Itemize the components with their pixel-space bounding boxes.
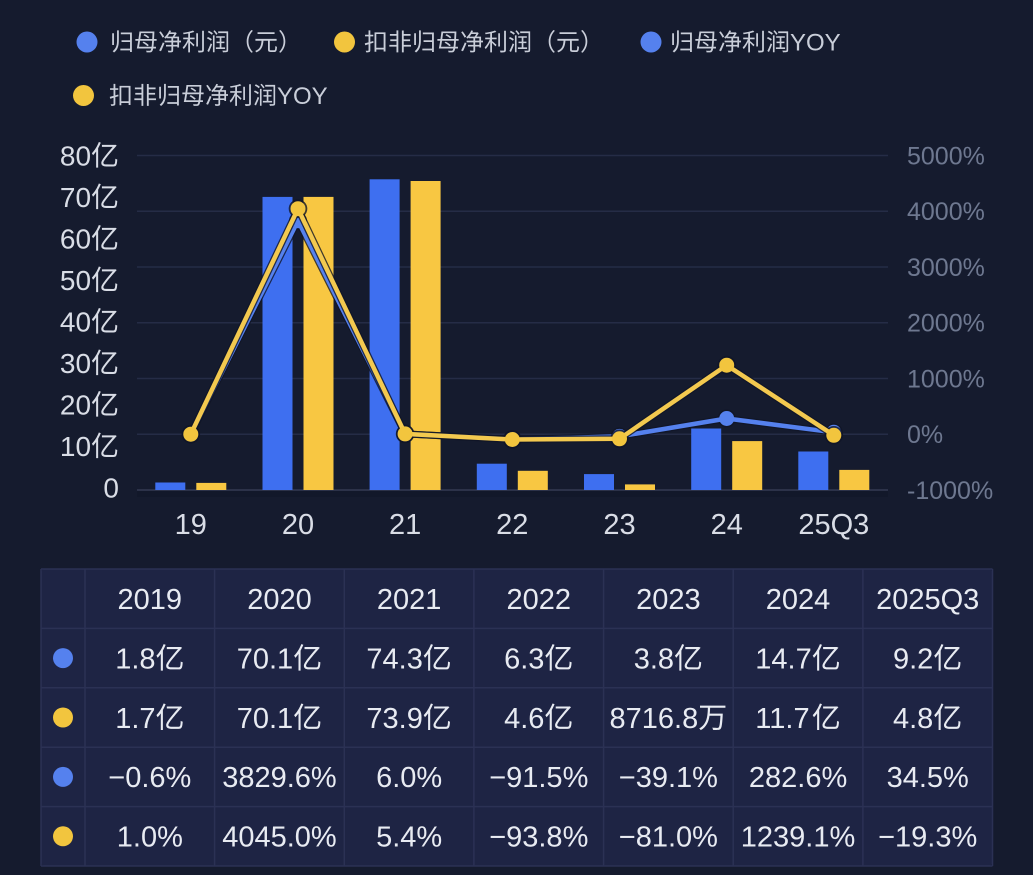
svg-text:73.9: 73.9 — [366, 703, 422, 735]
svg-text:40: 40 — [60, 307, 91, 338]
svg-text:−0.6%: −0.6% — [108, 762, 191, 794]
svg-text:3000%: 3000% — [907, 254, 985, 282]
svg-text:6.0%: 6.0% — [376, 762, 442, 794]
svg-text:4.8: 4.8 — [893, 703, 933, 735]
svg-text:−81.0%: −81.0% — [619, 822, 718, 854]
svg-text:0: 0 — [103, 473, 119, 504]
svg-text:10: 10 — [60, 431, 91, 462]
svg-text:2024: 2024 — [766, 584, 831, 616]
svg-text:−93.8%: −93.8% — [489, 822, 588, 854]
svg-text:30: 30 — [60, 348, 91, 379]
svg-text:−19.3%: −19.3% — [878, 822, 977, 854]
svg-text:50: 50 — [60, 265, 91, 296]
svg-text:80: 80 — [60, 141, 91, 172]
svg-text:2021: 2021 — [377, 584, 442, 616]
svg-text:14.7: 14.7 — [755, 643, 811, 675]
svg-text:1.0%: 1.0% — [117, 822, 183, 854]
svg-text:20: 20 — [282, 509, 314, 541]
svg-text:1.8: 1.8 — [115, 643, 155, 675]
svg-text:23: 23 — [603, 509, 635, 541]
svg-text:0%: 0% — [907, 421, 943, 449]
svg-text:YOY: YOY — [277, 83, 328, 110]
svg-text:1000%: 1000% — [907, 365, 985, 393]
svg-text:2023: 2023 — [636, 584, 701, 616]
svg-text:5000%: 5000% — [907, 142, 985, 170]
svg-text:70.1: 70.1 — [237, 643, 293, 675]
svg-text:25Q3: 25Q3 — [798, 509, 869, 541]
svg-text:34.5%: 34.5% — [887, 762, 969, 794]
svg-text:4000%: 4000% — [907, 198, 985, 226]
svg-text:1239.1%: 1239.1% — [741, 822, 856, 854]
svg-text:1.7: 1.7 — [115, 703, 155, 735]
svg-text:2025Q3: 2025Q3 — [876, 584, 979, 616]
svg-text:9.2: 9.2 — [893, 643, 933, 675]
svg-text:74.3: 74.3 — [366, 643, 422, 675]
svg-text:−91.5%: −91.5% — [489, 762, 588, 794]
svg-text:4045.0%: 4045.0% — [222, 822, 337, 854]
svg-text:60: 60 — [60, 224, 91, 255]
svg-text:21: 21 — [389, 509, 421, 541]
svg-text:4.6: 4.6 — [504, 703, 544, 735]
svg-text:282.6%: 282.6% — [749, 762, 847, 794]
svg-text:8716.8: 8716.8 — [610, 703, 699, 735]
svg-text:3.8: 3.8 — [634, 643, 674, 675]
svg-text:19: 19 — [175, 509, 207, 541]
svg-text:70: 70 — [60, 182, 91, 213]
svg-text:2022: 2022 — [507, 584, 572, 616]
svg-text:11.7: 11.7 — [755, 703, 809, 735]
svg-text:70.1: 70.1 — [237, 703, 293, 735]
svg-text:6.3: 6.3 — [504, 643, 544, 675]
svg-text:-1000%: -1000% — [907, 477, 993, 505]
svg-text:24: 24 — [711, 509, 743, 541]
svg-text:2000%: 2000% — [907, 310, 985, 338]
svg-text:−39.1%: −39.1% — [619, 762, 718, 794]
svg-text:2020: 2020 — [247, 584, 312, 616]
svg-text:2019: 2019 — [118, 584, 183, 616]
svg-text:5.4%: 5.4% — [376, 822, 442, 854]
svg-text:20: 20 — [60, 390, 91, 421]
svg-text:YOY: YOY — [790, 30, 841, 57]
svg-text:22: 22 — [496, 509, 528, 541]
svg-text:3829.6%: 3829.6% — [222, 762, 337, 794]
